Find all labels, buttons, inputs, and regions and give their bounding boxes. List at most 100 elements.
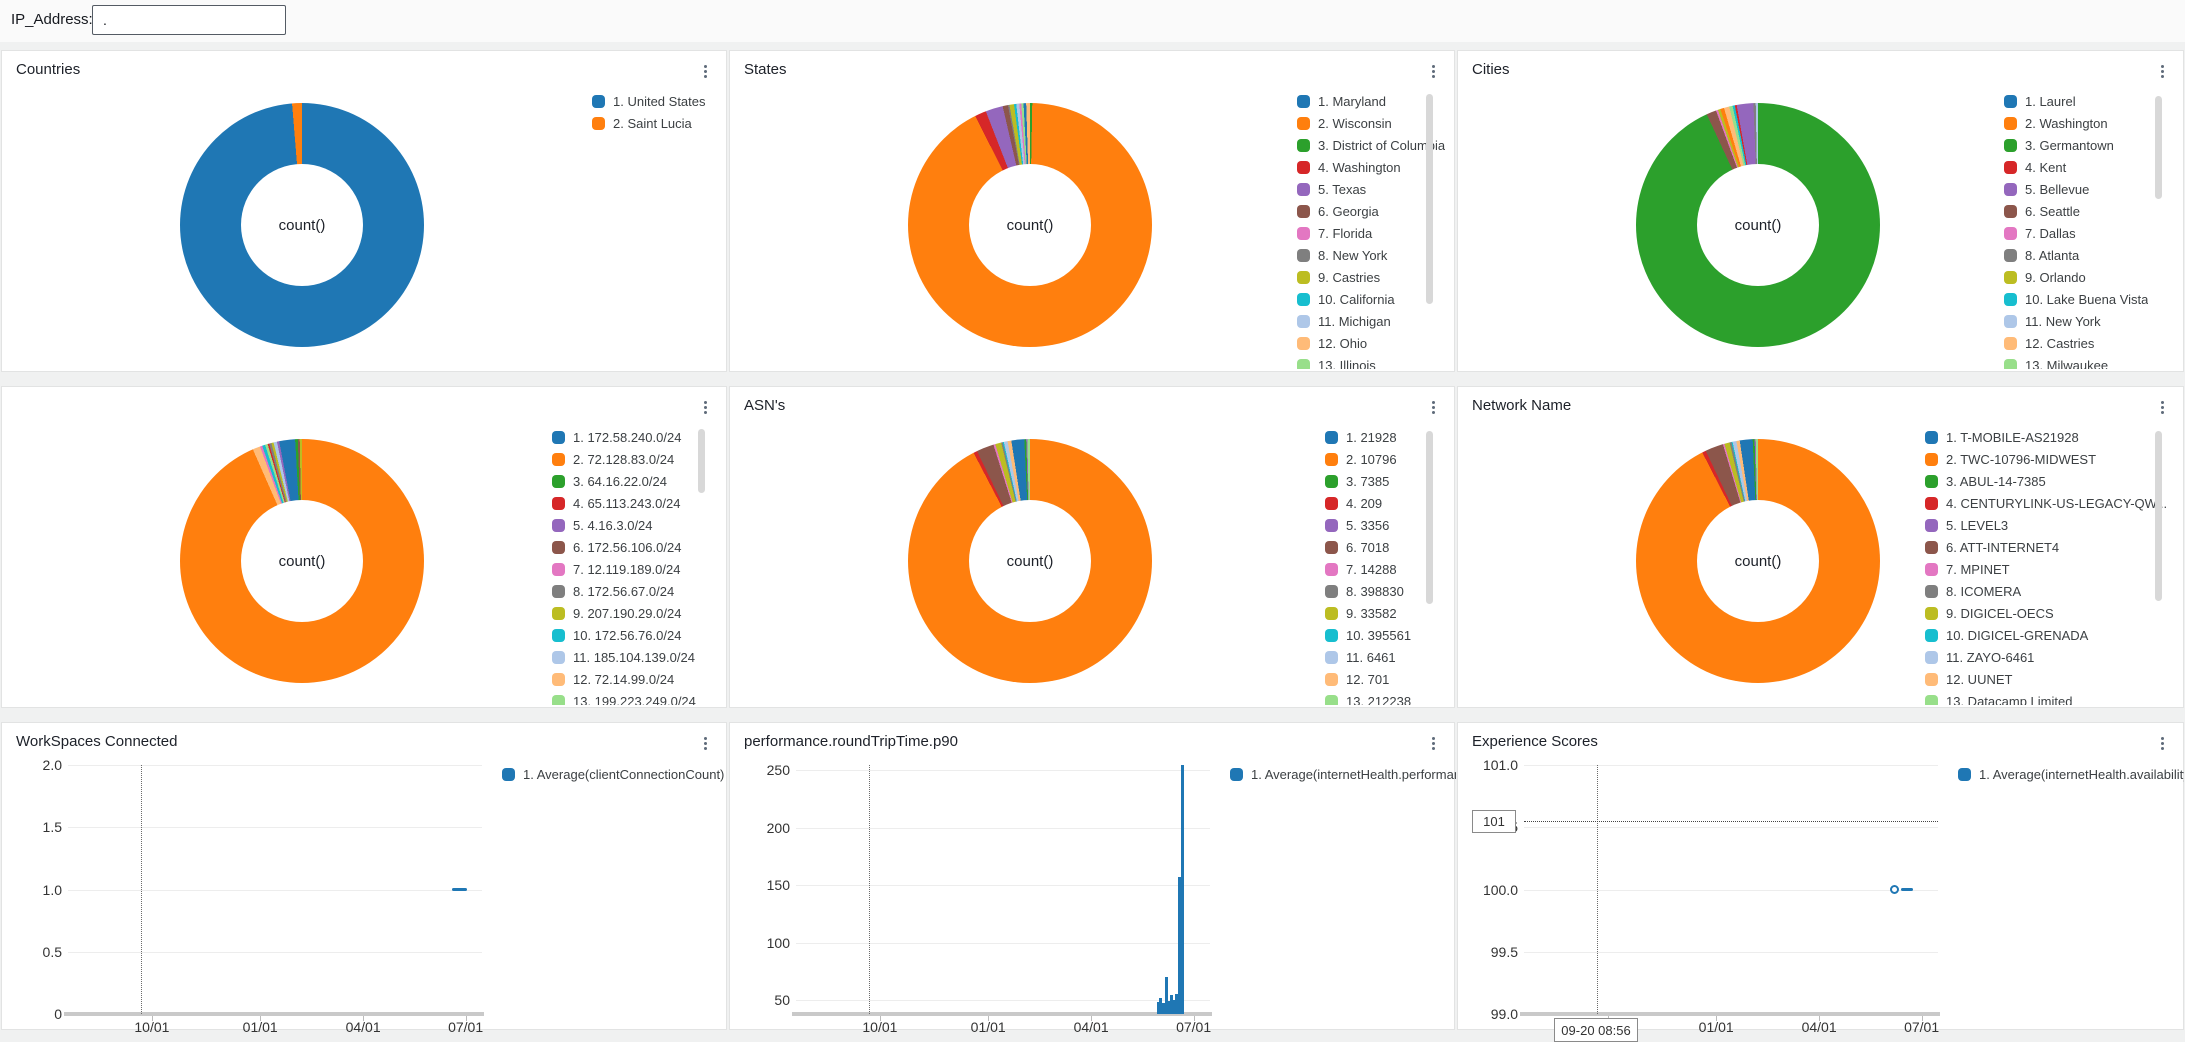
legend-item[interactable]: 3. 64.16.22.0/24: [552, 473, 696, 489]
chart-legend[interactable]: 1. Average(clientConnectionCount): [502, 767, 724, 782]
legend-item[interactable]: 5. LEVEL3: [1925, 517, 2167, 533]
legend-item[interactable]: 5. 4.16.3.0/24: [552, 517, 696, 533]
kebab-menu-icon: [1431, 405, 1435, 409]
legend-item[interactable]: 6. Georgia: [1297, 203, 1445, 219]
legend-item[interactable]: 9. Castries: [1297, 269, 1445, 285]
legend-item[interactable]: 7. MPINET: [1925, 561, 2167, 577]
panel-menu-button[interactable]: [1424, 732, 1442, 754]
panel-menu-button[interactable]: [696, 396, 714, 418]
legend-item[interactable]: 1. United States: [592, 93, 706, 109]
legend-item[interactable]: 4. 209: [1325, 495, 1411, 511]
legend-item-label: 11. 185.104.139.0/24: [573, 649, 695, 665]
legend-item[interactable]: 13. 212238: [1325, 693, 1411, 705]
legend-item[interactable]: 7. 14288: [1325, 561, 1411, 577]
legend-scrollbar-thumb[interactable]: [698, 429, 705, 493]
legend-scrollbar-thumb[interactable]: [1426, 431, 1433, 604]
legend-item[interactable]: 13. 199.223.249.0/24: [552, 693, 696, 705]
legend-item[interactable]: 11. 185.104.139.0/24: [552, 649, 696, 665]
legend-item[interactable]: 5. Texas: [1297, 181, 1445, 197]
legend-item[interactable]: 12. 701: [1325, 671, 1411, 687]
legend-item[interactable]: 3. Germantown: [2004, 137, 2148, 153]
legend-item[interactable]: 11. Michigan: [1297, 313, 1445, 329]
legend-item[interactable]: 10. California: [1297, 291, 1445, 307]
legend-item[interactable]: 4. Washington: [1297, 159, 1445, 175]
legend-item[interactable]: 1. Laurel: [2004, 93, 2148, 109]
legend-item[interactable]: 9. 207.190.29.0/24: [552, 605, 696, 621]
legend-item[interactable]: 2. 72.128.83.0/24: [552, 451, 696, 467]
legend-item[interactable]: 6. Seattle: [2004, 203, 2148, 219]
kebab-menu-icon: [2160, 410, 2164, 414]
legend-item[interactable]: 3. ABUL-14-7385: [1925, 473, 2167, 489]
legend-item[interactable]: 10. 172.56.76.0/24: [552, 627, 696, 643]
legend-item[interactable]: 12. UUNET: [1925, 671, 2167, 687]
legend-scrollbar-thumb[interactable]: [2155, 431, 2162, 601]
kebab-menu-icon: [703, 74, 707, 78]
panel-performance: performance.roundTripTime.p90 50 100 150 200…: [729, 722, 1456, 1035]
panel-menu-button[interactable]: [2153, 396, 2171, 418]
legend-item[interactable]: 1. 172.58.240.0/24: [552, 429, 696, 445]
legend-item[interactable]: 8. 398830: [1325, 583, 1411, 599]
legend-item[interactable]: 9. DIGICEL-OECS: [1925, 605, 2167, 621]
legend-item[interactable]: 5. Bellevue: [2004, 181, 2148, 197]
legend-item[interactable]: 13. Illinois: [1297, 357, 1445, 369]
legend-item[interactable]: 9. Orlando: [2004, 269, 2148, 285]
chart-legend[interactable]: 1. Average(internetHealth.availability..…: [1958, 767, 2184, 782]
x-tick-label: 01/01: [1698, 1019, 1734, 1035]
legend-swatch: [2004, 138, 2017, 152]
legend-item[interactable]: 1. Maryland: [1297, 93, 1445, 109]
chart-legend[interactable]: 1. Average(internetHealth.performan...: [1230, 767, 1456, 782]
legend-item[interactable]: 2. 10796: [1325, 451, 1411, 467]
panel-menu-button[interactable]: [1424, 60, 1442, 82]
legend-item[interactable]: 2. Saint Lucia: [592, 115, 706, 131]
legend-item[interactable]: 4. CENTURYLINK-US-LEGACY-QW...: [1925, 495, 2167, 511]
legend-item[interactable]: 7. Florida: [1297, 225, 1445, 241]
legend-item[interactable]: 7. 12.119.189.0/24: [552, 561, 696, 577]
legend-item-label: 12. 701: [1346, 671, 1390, 687]
legend-item-label: 8. Atlanta: [2025, 247, 2080, 263]
panel-menu-button[interactable]: [696, 60, 714, 82]
panel-menu-button[interactable]: [696, 732, 714, 754]
legend-item[interactable]: 3. District of Columbia: [1297, 137, 1445, 153]
panel-menu-button[interactable]: [1424, 396, 1442, 418]
legend-item[interactable]: 2. Washington: [2004, 115, 2148, 131]
legend-item[interactable]: 1. 21928: [1325, 429, 1411, 445]
legend-item[interactable]: 10. 395561: [1325, 627, 1411, 643]
legend-scrollbar-thumb[interactable]: [2155, 96, 2162, 199]
legend-item[interactable]: 5. 3356: [1325, 517, 1411, 533]
ip-address-input[interactable]: [92, 5, 286, 35]
legend-item[interactable]: 11. New York: [2004, 313, 2148, 329]
panel-menu-button[interactable]: [2153, 732, 2171, 754]
panel-menu-button[interactable]: [2153, 60, 2171, 82]
legend-item[interactable]: 7. Dallas: [2004, 225, 2148, 241]
legend-item[interactable]: 6. 172.56.106.0/24: [552, 539, 696, 555]
legend-item[interactable]: 8. New York: [1297, 247, 1445, 263]
legend-item[interactable]: 1. T-MOBILE-AS21928: [1925, 429, 2167, 445]
legend-item[interactable]: 11. 6461: [1325, 649, 1411, 665]
legend-swatch: [1925, 584, 1938, 598]
legend-item[interactable]: 8. Atlanta: [2004, 247, 2148, 263]
legend-item[interactable]: 2. TWC-10796-MIDWEST: [1925, 451, 2167, 467]
legend-item[interactable]: 3. 7385: [1325, 473, 1411, 489]
legend-item[interactable]: 9. 33582: [1325, 605, 1411, 621]
legend-scrollbar-thumb[interactable]: [1426, 94, 1433, 304]
legend-item[interactable]: 13. Datacamp Limited: [1925, 693, 2167, 705]
legend-item-label: 10. DIGICEL-GRENADA: [1946, 627, 2089, 643]
legend-item[interactable]: 8. ICOMERA: [1925, 583, 2167, 599]
legend-item[interactable]: 10. Lake Buena Vista: [2004, 291, 2148, 307]
gridline: [1524, 951, 1938, 953]
legend-item[interactable]: 4. Kent: [2004, 159, 2148, 175]
legend-item[interactable]: 12. 72.14.99.0/24: [552, 671, 696, 687]
legend-item[interactable]: 2. Wisconsin: [1297, 115, 1445, 131]
legend-item[interactable]: 8. 172.56.67.0/24: [552, 583, 696, 599]
legend-item[interactable]: 11. ZAYO-6461: [1925, 649, 2167, 665]
legend-item[interactable]: 13. Milwaukee: [2004, 357, 2148, 369]
legend-item[interactable]: 12. Ohio: [1297, 335, 1445, 351]
legend-item[interactable]: 10. DIGICEL-GRENADA: [1925, 627, 2167, 643]
legend-item[interactable]: 4. 65.113.243.0/24: [552, 495, 696, 511]
legend-swatch: [1297, 160, 1310, 174]
legend-item[interactable]: 6. 7018: [1325, 539, 1411, 555]
legend-item[interactable]: 6. ATT-INTERNET4: [1925, 539, 2167, 555]
legend: 1. Maryland 2. Wisconsin 3. District of Co…: [1297, 93, 1445, 369]
threshold-line: [1524, 821, 1938, 822]
legend-item[interactable]: 12. Castries: [2004, 335, 2148, 351]
